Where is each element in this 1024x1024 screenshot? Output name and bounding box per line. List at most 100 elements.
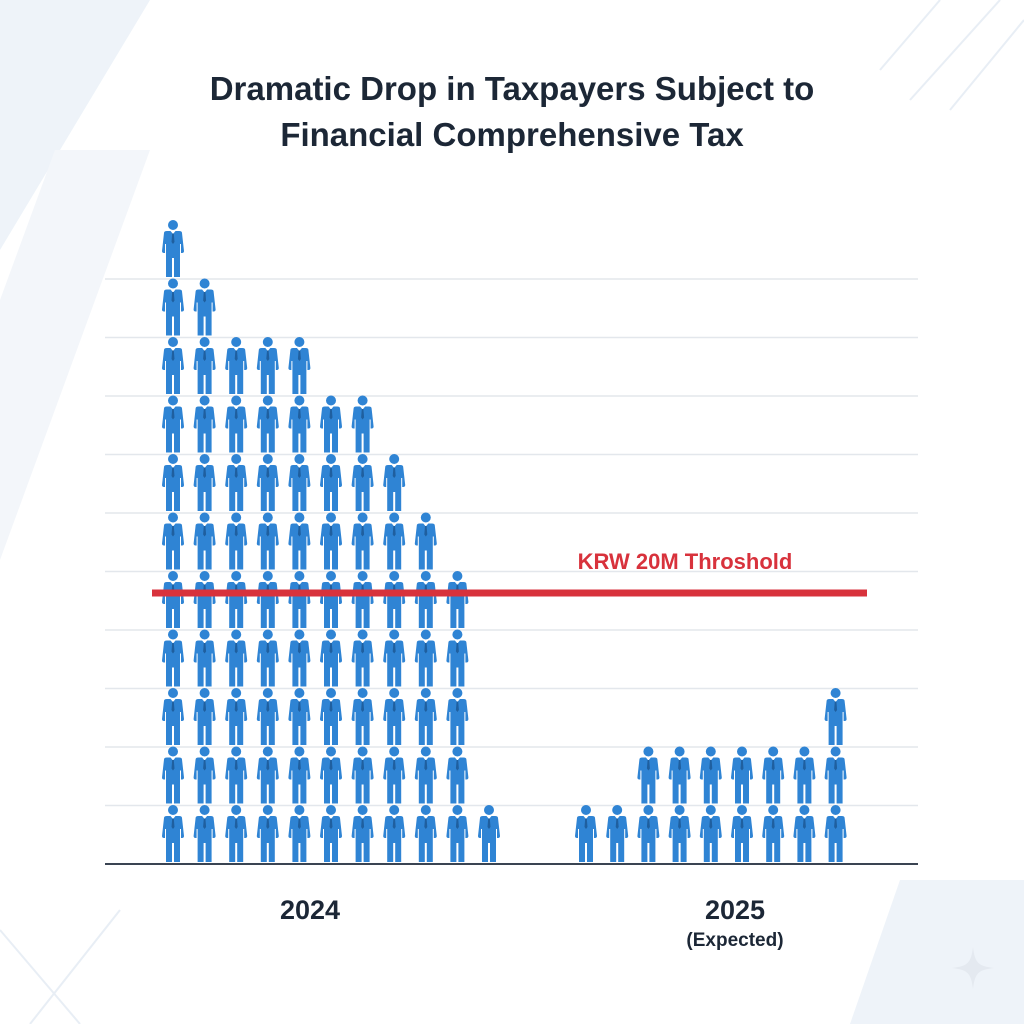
person-icon <box>256 395 279 453</box>
person-icon <box>162 337 184 394</box>
person-icon <box>256 805 279 862</box>
person-icon <box>351 512 374 570</box>
person-icon <box>256 746 279 804</box>
person-icon <box>351 746 374 804</box>
person-icon <box>699 746 722 804</box>
person-icon <box>256 571 279 628</box>
person-icon <box>162 805 184 862</box>
person-icon <box>256 688 279 745</box>
person-icon <box>383 454 406 511</box>
person-icon <box>320 629 342 687</box>
person-icon <box>162 746 184 804</box>
person-icon <box>446 571 469 628</box>
person-icon <box>414 746 437 804</box>
person-icon <box>731 805 753 862</box>
person-icon <box>351 629 374 687</box>
person-icon <box>162 688 184 745</box>
person-icon <box>162 278 184 336</box>
person-icon <box>637 746 660 804</box>
person-icon <box>606 805 629 862</box>
person-icon <box>193 512 216 570</box>
category-label-2025: 2025 (Expected) <box>655 895 815 952</box>
person-icon <box>225 746 248 804</box>
person-icon <box>162 395 184 453</box>
person-icon <box>383 512 406 570</box>
person-icon <box>193 278 216 336</box>
person-icon <box>575 805 597 862</box>
person-icon <box>193 629 216 687</box>
person-icon <box>288 512 311 570</box>
person-icon <box>762 746 785 804</box>
person-icon <box>351 395 374 453</box>
person-icon <box>414 805 437 862</box>
person-icon <box>414 512 437 570</box>
person-icon <box>351 454 374 511</box>
person-icon <box>225 337 248 394</box>
person-icon <box>225 805 248 862</box>
category-label-2025-year: 2025 <box>704 895 766 925</box>
person-icon <box>320 805 342 862</box>
person-icon <box>225 629 248 687</box>
person-icon <box>288 571 311 628</box>
person-icon <box>383 571 406 628</box>
person-icon <box>446 805 469 862</box>
person-icon <box>288 746 311 804</box>
person-icon <box>762 805 785 862</box>
person-icon <box>699 805 722 862</box>
person-icon <box>320 395 342 453</box>
person-icon <box>824 746 847 804</box>
person-icon <box>824 688 847 745</box>
person-icon <box>225 454 248 511</box>
person-icon <box>637 805 660 862</box>
person-icon <box>446 629 469 687</box>
person-icon <box>288 454 311 511</box>
person-icon <box>446 746 469 804</box>
person-icon <box>288 395 311 453</box>
category-label-2025-note: (Expected) <box>686 930 784 951</box>
category-label-2024: 2024 <box>230 895 390 926</box>
person-icon <box>320 454 342 511</box>
person-icon <box>162 571 184 628</box>
person-icon <box>668 746 691 804</box>
grid-lines <box>105 278 918 807</box>
person-icon <box>824 805 847 862</box>
person-icon <box>193 454 216 511</box>
person-icon <box>225 571 248 628</box>
person-icon <box>383 746 406 804</box>
series-2024 <box>162 220 500 862</box>
person-icon <box>351 688 374 745</box>
person-icon <box>320 688 342 745</box>
person-icon <box>320 746 342 804</box>
person-icon <box>383 688 406 745</box>
person-icon <box>162 629 184 687</box>
person-icon <box>320 571 342 628</box>
person-icon <box>193 805 216 862</box>
person-icon <box>193 337 216 394</box>
person-icon <box>193 688 216 745</box>
person-icon <box>288 688 311 745</box>
person-icon <box>288 337 311 394</box>
person-icon <box>731 746 753 804</box>
person-icon <box>288 805 311 862</box>
series-2025-expected <box>575 688 847 862</box>
sparkle-icon <box>952 947 994 989</box>
person-icon <box>383 629 406 687</box>
chart-title: Dramatic Drop in Taxpayers Subject to Fi… <box>112 66 912 158</box>
person-icon <box>414 688 437 745</box>
person-icon <box>414 629 437 687</box>
chart-title-line-2: Financial Comprehensive Tax <box>280 116 744 153</box>
person-icon <box>162 454 184 511</box>
person-icon <box>478 805 500 862</box>
person-icon <box>225 395 248 453</box>
person-icon <box>256 629 279 687</box>
person-icon <box>162 220 184 277</box>
person-icon <box>288 629 311 687</box>
person-icon <box>193 746 216 804</box>
person-icon <box>225 512 248 570</box>
person-icon <box>320 512 342 570</box>
person-icon <box>162 512 184 570</box>
person-icon <box>256 512 279 570</box>
person-icon <box>256 337 279 394</box>
category-label-2024-year: 2024 <box>279 895 341 925</box>
